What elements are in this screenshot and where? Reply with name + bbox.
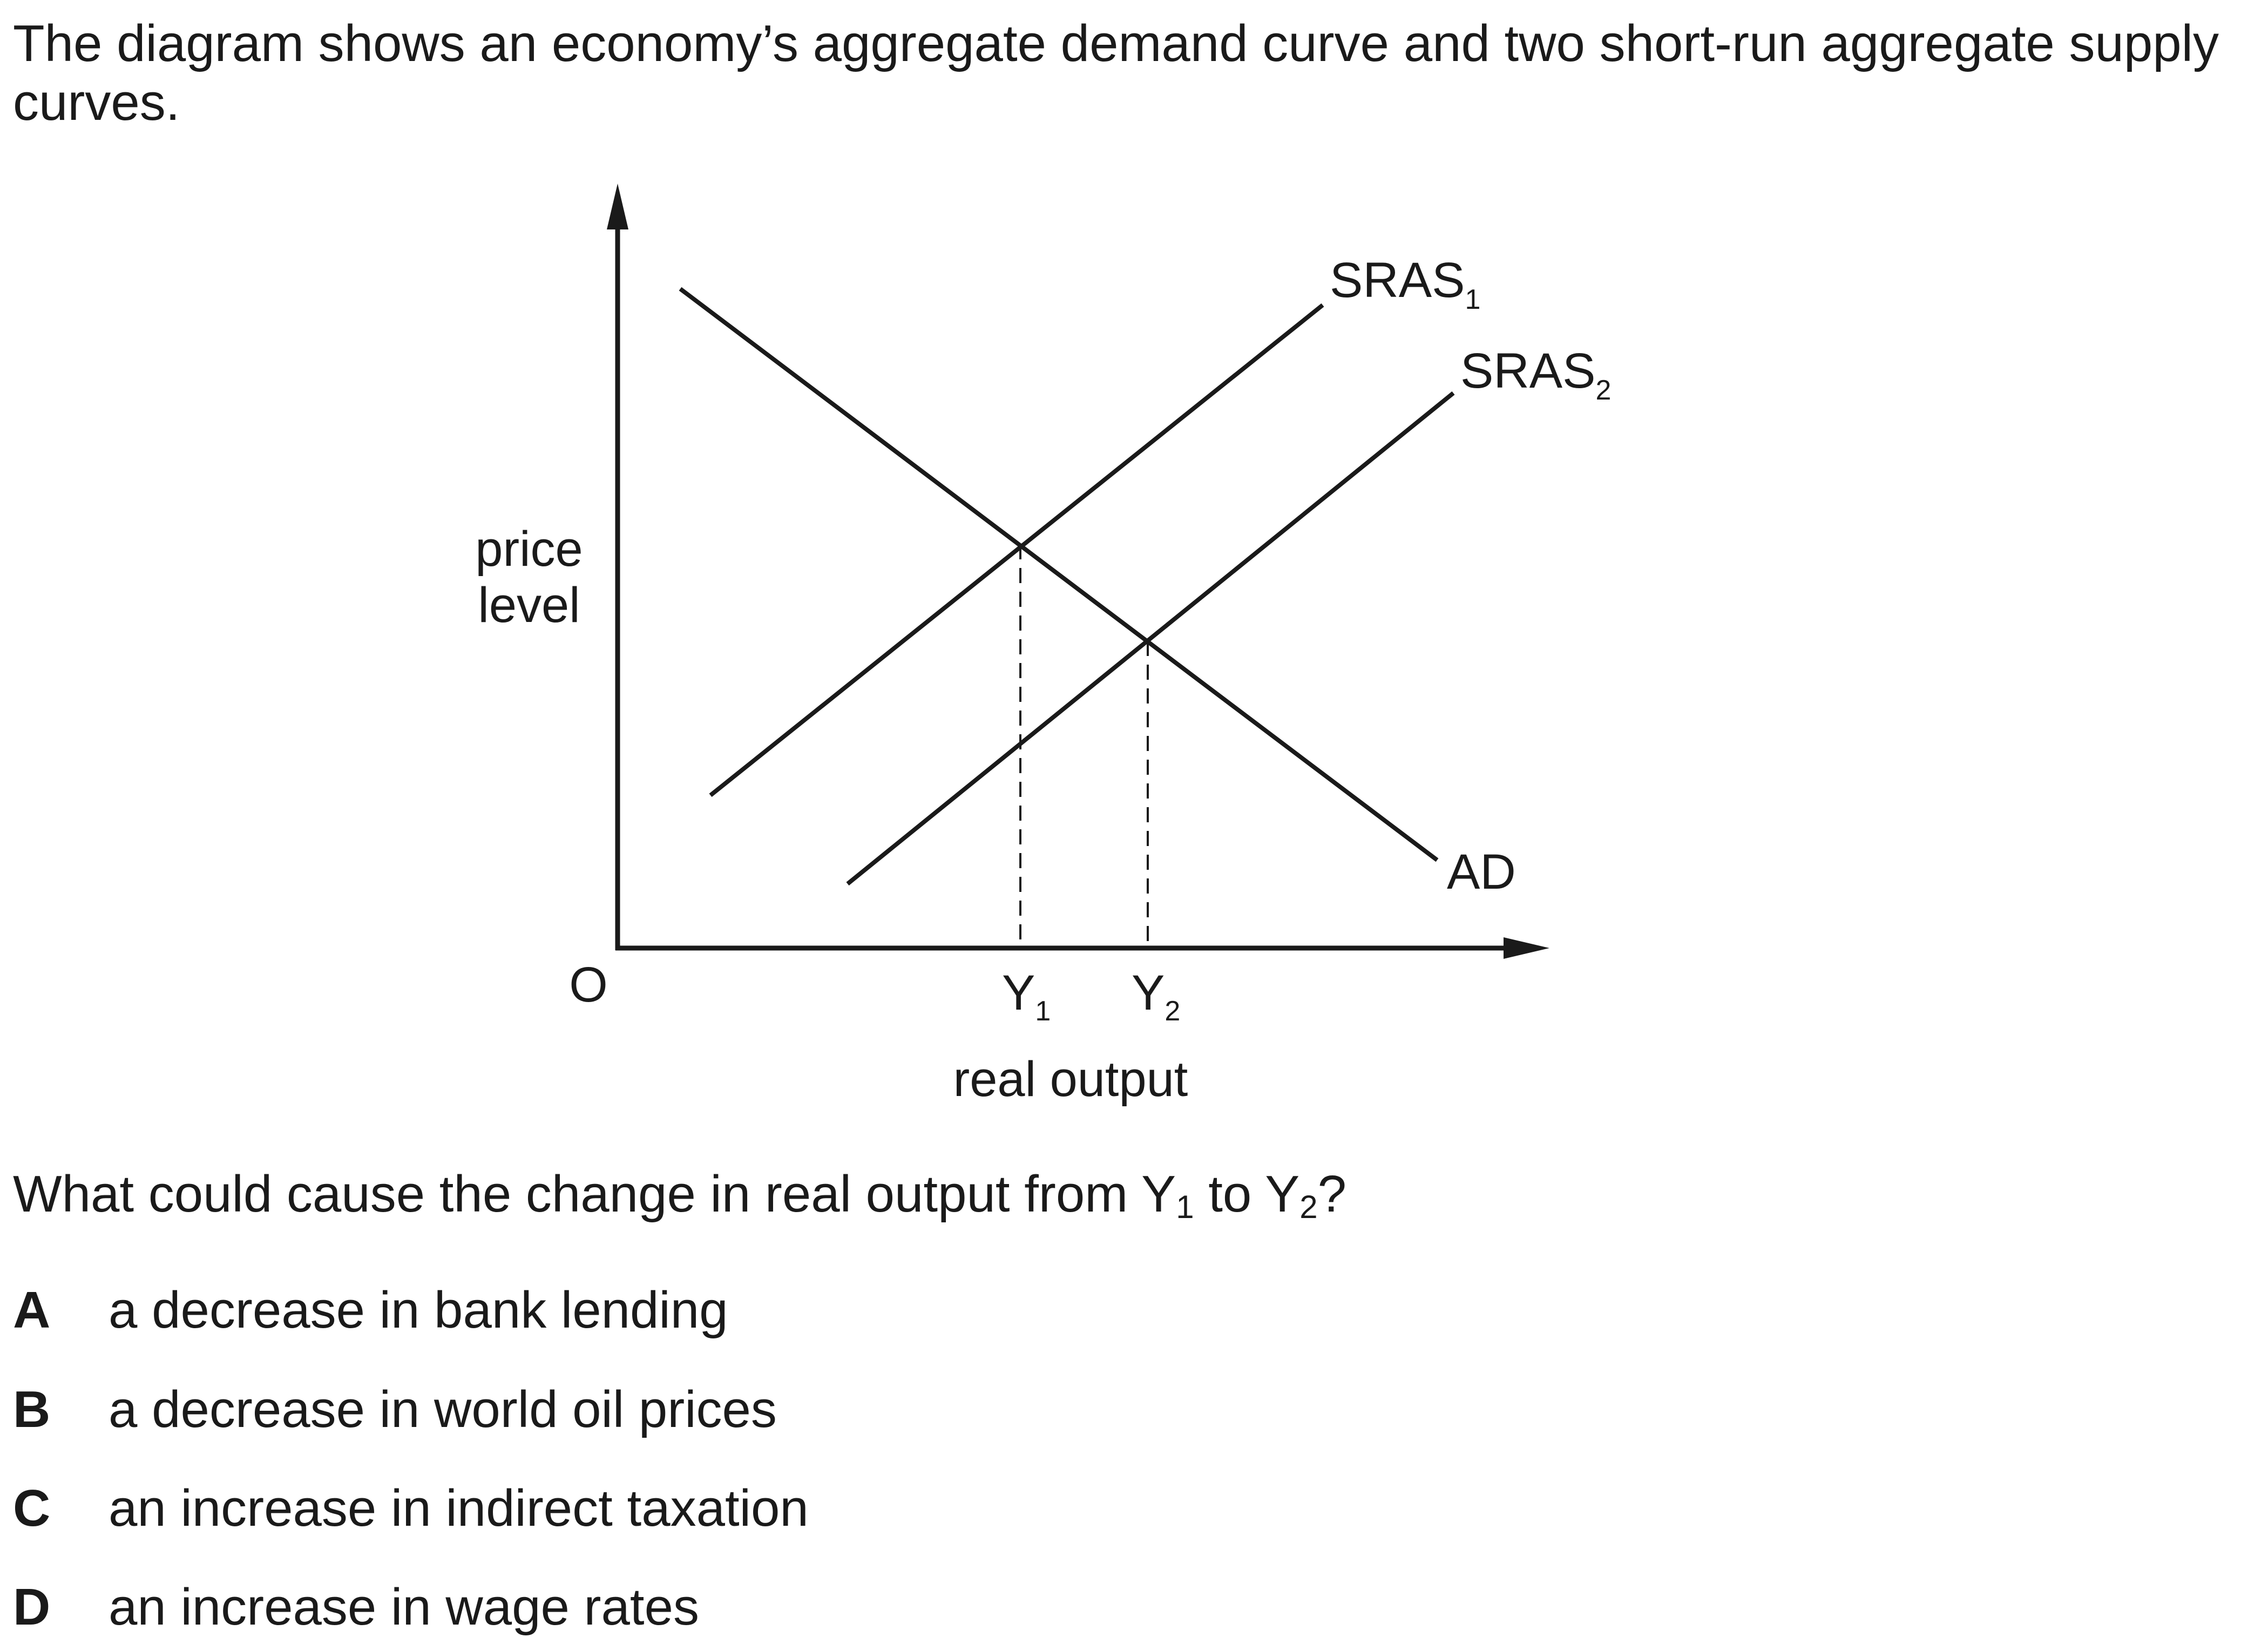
question-subscript-2: 2 <box>1299 1189 1318 1225</box>
x-axis-label: real output <box>953 1052 1188 1107</box>
question-subscript-1: 1 <box>1176 1189 1194 1225</box>
sras2-label-text: SRAS2 <box>1460 343 1611 406</box>
question-part-2: to Y <box>1194 1165 1300 1223</box>
y2-tick-subscript: 2 <box>1165 996 1180 1027</box>
option-d-text: an increase in wage rates <box>109 1578 699 1636</box>
question-text: What could cause the change in real outp… <box>13 1165 1346 1224</box>
option-a-text: a decrease in bank lending <box>109 1281 728 1339</box>
sras1-curve <box>709 303 1324 797</box>
y1-tick-label-text: Y1 <box>1002 965 1051 1027</box>
option-b-letter: B <box>13 1381 51 1438</box>
option-c-text: an increase in indirect taxation <box>109 1479 809 1537</box>
intro-text: The diagram shows an economy’s aggregate… <box>13 15 2219 131</box>
sras2-curve <box>846 391 1455 886</box>
y-axis-label-level: level <box>478 578 580 633</box>
y1-tick-label: Y <box>1002 965 1035 1020</box>
option-a-letter: A <box>13 1281 51 1339</box>
question-part-3: ? <box>1317 1165 1347 1223</box>
question-part-1: What could cause the change in real outp… <box>13 1165 1176 1223</box>
origin-label: O <box>569 957 608 1012</box>
y2-tick-label-text: Y2 <box>1132 965 1180 1027</box>
y-axis-arrowhead <box>607 184 628 229</box>
sras2-label: SRAS <box>1460 343 1596 398</box>
x-axis-arrowhead <box>1504 937 1549 959</box>
y-axis-label-price: price <box>475 522 583 577</box>
y2-tick-label: Y <box>1132 965 1165 1020</box>
ad-label: AD <box>1447 844 1516 899</box>
sras1-subscript: 1 <box>1465 284 1481 315</box>
ad-curve <box>679 287 1439 862</box>
option-d-letter: D <box>13 1578 51 1636</box>
option-c-letter: C <box>13 1479 51 1537</box>
y1-tick-subscript: 1 <box>1035 996 1051 1027</box>
option-b-text: a decrease in world oil prices <box>109 1381 777 1438</box>
sras2-subscript: 2 <box>1596 375 1612 406</box>
sras1-label-text: SRAS1 <box>1330 253 1480 315</box>
sras1-label: SRAS <box>1330 253 1465 308</box>
